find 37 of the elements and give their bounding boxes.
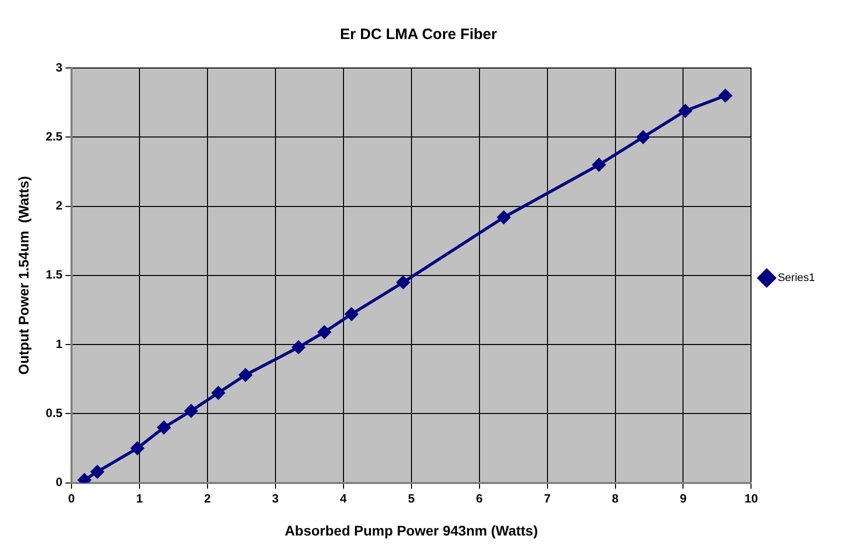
point bbox=[238, 368, 252, 382]
point bbox=[90, 465, 104, 478]
y-tick-label: 1 bbox=[56, 336, 63, 351]
point bbox=[292, 340, 306, 354]
x-tick-label: 7 bbox=[544, 491, 551, 506]
y-tick-label: 0.5 bbox=[46, 406, 63, 420]
y-tick-label: 2 bbox=[56, 198, 63, 213]
y-tick-label: 3 bbox=[56, 60, 63, 74]
point bbox=[678, 104, 692, 118]
point bbox=[212, 386, 225, 400]
point bbox=[184, 404, 198, 418]
point bbox=[497, 210, 510, 224]
point bbox=[318, 326, 331, 339]
point bbox=[636, 130, 650, 144]
x-tick-label: 8 bbox=[612, 491, 619, 506]
point bbox=[396, 276, 410, 289]
x-tick-label: 3 bbox=[272, 491, 280, 506]
point bbox=[157, 420, 170, 434]
x-tick-label: 2 bbox=[204, 491, 212, 506]
y-axis-title: Output Power 1.54um (Watts) bbox=[15, 176, 32, 375]
x-tick-label: 5 bbox=[408, 491, 415, 506]
x-tick-label: 9 bbox=[680, 491, 687, 506]
y-tick-label: 2.5 bbox=[46, 129, 63, 144]
point bbox=[592, 158, 606, 172]
x-tick-label: 10 bbox=[744, 491, 758, 506]
y-tick-label: 0 bbox=[56, 475, 63, 490]
point bbox=[718, 89, 732, 102]
x-tick-label: 6 bbox=[476, 491, 483, 506]
chart-title: Er DC LMA Core Fiber bbox=[340, 26, 498, 44]
x-tick-label: 0 bbox=[68, 491, 76, 506]
x-tick-label: 1 bbox=[136, 491, 144, 506]
legend-label: Series1 bbox=[778, 272, 815, 284]
point bbox=[130, 442, 144, 455]
y-tick-label: 1.5 bbox=[46, 268, 63, 282]
x-axis-title: Absorbed Pump Power 943nm (Watts) bbox=[284, 522, 538, 538]
x-tick-label: 4 bbox=[340, 491, 348, 506]
point bbox=[345, 308, 358, 321]
